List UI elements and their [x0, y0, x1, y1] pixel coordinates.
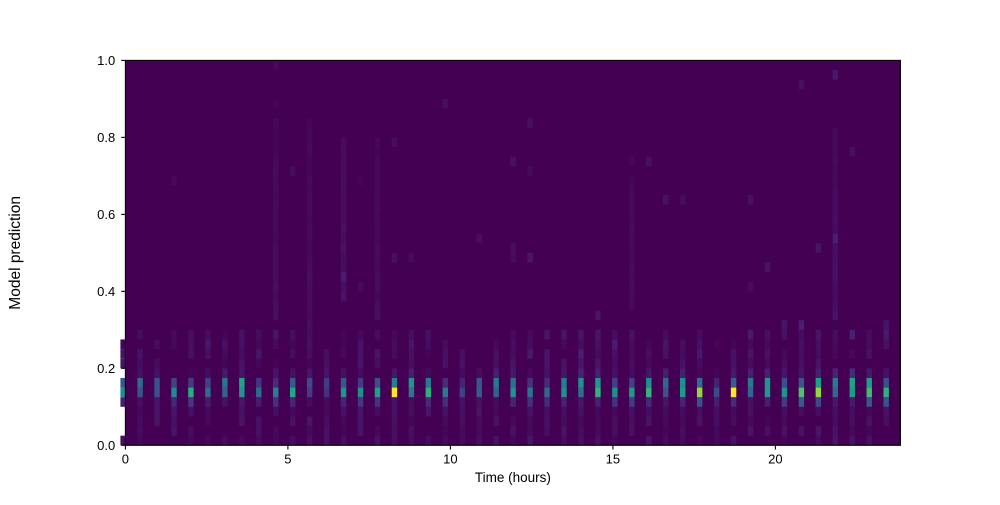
svg-text:0.0: 0.0	[97, 438, 115, 453]
svg-text:0.2: 0.2	[97, 361, 115, 376]
svg-text:0.4: 0.4	[97, 284, 115, 299]
svg-text:1.0: 1.0	[97, 53, 115, 68]
svg-text:15: 15	[606, 452, 620, 467]
svg-text:5: 5	[284, 452, 291, 467]
svg-text:Model prediction: Model prediction	[7, 196, 24, 310]
svg-text:0.6: 0.6	[97, 207, 115, 222]
svg-text:0.8: 0.8	[97, 130, 115, 145]
svg-text:10: 10	[443, 452, 457, 467]
svg-text:0: 0	[122, 452, 129, 467]
svg-text:Time (hours): Time (hours)	[475, 470, 551, 485]
svg-text:20: 20	[768, 452, 782, 467]
